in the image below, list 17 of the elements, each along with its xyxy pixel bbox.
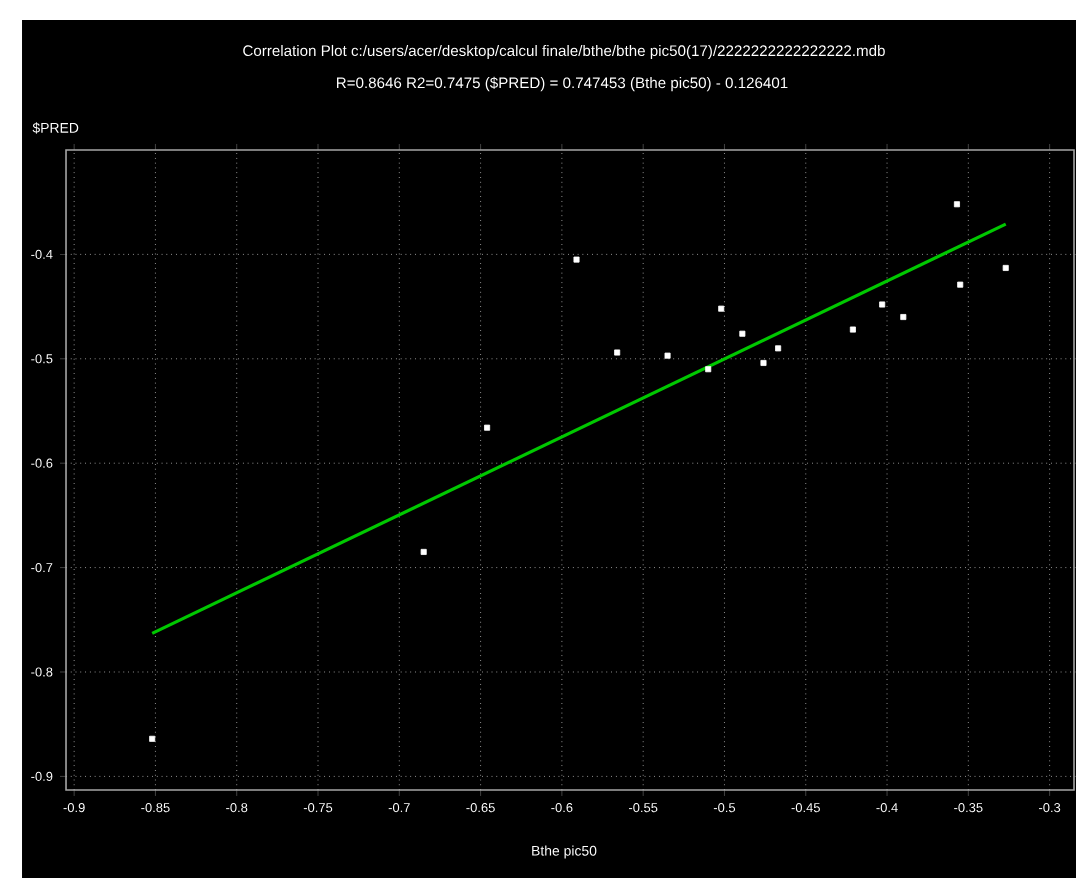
point (739, 330, 746, 337)
point (664, 352, 671, 359)
point (879, 301, 886, 308)
point (484, 424, 491, 431)
point (149, 735, 156, 742)
point (420, 548, 427, 555)
point (775, 345, 782, 352)
point (705, 366, 712, 373)
point (718, 305, 725, 312)
point (900, 314, 907, 321)
point (573, 256, 580, 263)
point (760, 359, 767, 366)
point (953, 201, 960, 208)
point (849, 326, 856, 333)
point (1002, 264, 1009, 271)
point (957, 281, 964, 288)
point (614, 349, 621, 356)
